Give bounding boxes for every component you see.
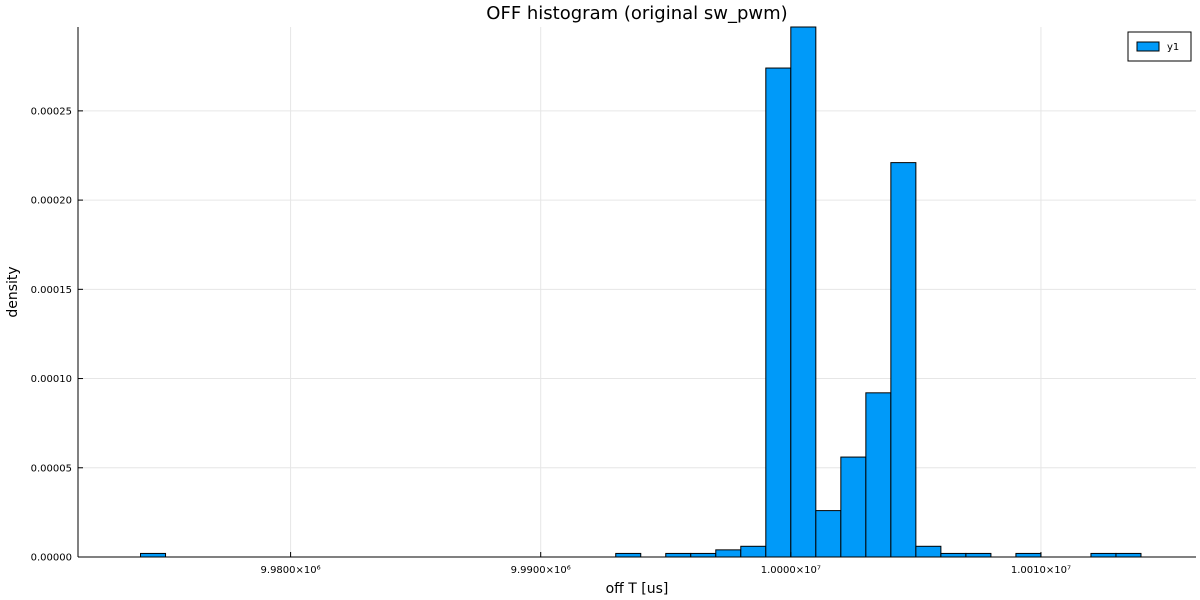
histogram-bar-2 [615, 552, 642, 558]
histogram-bar-0 [140, 552, 167, 558]
histogram-bar-20 [1090, 552, 1117, 558]
histogram-bar-16 [965, 552, 992, 558]
y-tick-label-4: 0.00020 [31, 196, 72, 207]
y-tick-labels: 0.00000 0.00005 0.00010 0.00015 0.00020 0.000… [31, 106, 83, 564]
x-tick-label-3: 1.0010×10⁷ [1011, 565, 1071, 576]
y-tick-label-0: 0.00000 [31, 553, 72, 564]
y-tick-label-2: 0.00010 [31, 374, 72, 385]
x-tick-label-0: 9.9800×10⁶ [261, 565, 321, 576]
histogram-bars [140, 26, 1142, 558]
legend-label-y1: y1 [1167, 42, 1179, 53]
histogram-bar-6 [715, 549, 742, 558]
histogram-bar-15 [940, 552, 967, 558]
histogram-bar-4 [665, 552, 692, 558]
histogram-bar-21 [1115, 552, 1142, 558]
histogram-bar-18 [1015, 552, 1042, 558]
x-tick-label-1: 9.9900×10⁶ [511, 565, 571, 576]
y-tick-label-1: 0.00005 [31, 463, 72, 474]
legend: y1 [1127, 31, 1192, 62]
x-tick-label-2: 1.0000×10⁷ [761, 565, 821, 576]
histogram-bar-13 [890, 162, 917, 558]
y-axis-title: density [5, 266, 21, 317]
histogram-bar-11 [840, 456, 867, 558]
legend-swatch [1136, 41, 1160, 52]
histogram-bar-12 [865, 392, 892, 558]
y-tick-label-5: 0.00025 [31, 106, 72, 117]
axes [77, 27, 1196, 558]
x-axis-title: off T [us] [606, 581, 669, 597]
chart-title: OFF histogram (original sw_pwm) [486, 3, 787, 24]
histogram-bar-5 [690, 552, 717, 558]
histogram-bar-10 [815, 510, 842, 558]
y-tick-label-3: 0.00015 [31, 285, 72, 296]
x-tick-labels: 9.9800×10⁶ 9.9900×10⁶ 1.0000×10⁷ 1.0010×10⁷ [261, 552, 1071, 576]
histogram-bar-9 [790, 26, 817, 558]
histogram-bar-7 [740, 545, 767, 558]
histogram-bar-14 [915, 545, 942, 558]
histogram-bar-8 [765, 67, 792, 558]
